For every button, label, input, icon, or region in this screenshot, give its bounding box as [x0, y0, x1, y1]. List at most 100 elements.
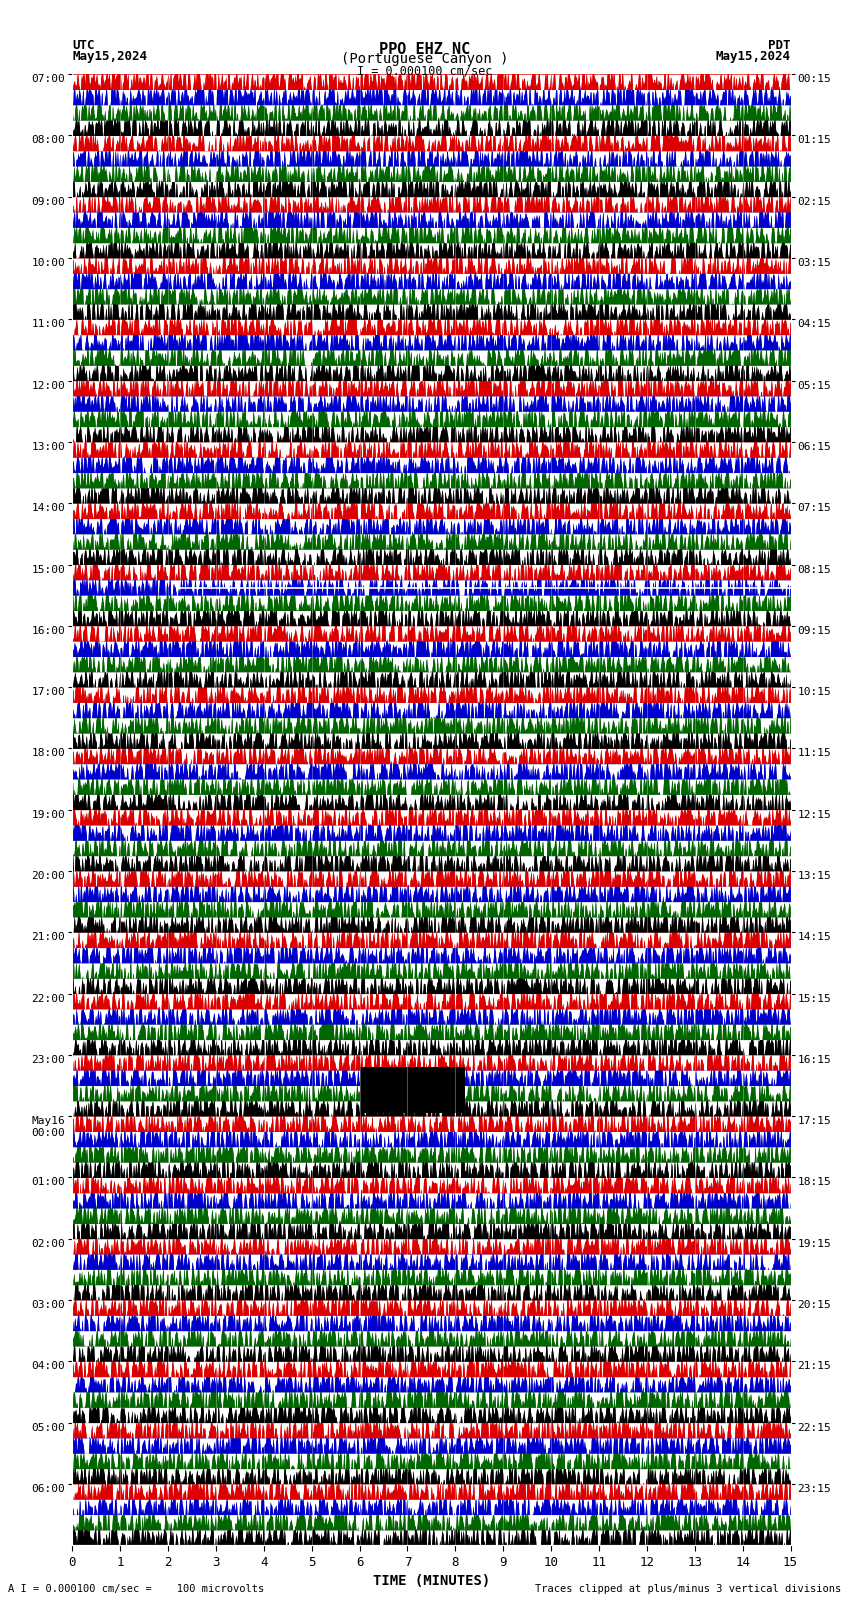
Bar: [72, 810, 791, 826]
Bar: [72, 1331, 791, 1345]
Bar: [72, 703, 791, 718]
Bar: [72, 503, 791, 519]
Bar: [72, 534, 791, 548]
Bar: [72, 258, 791, 273]
Bar: [72, 350, 791, 366]
Bar: [72, 994, 791, 1010]
Bar: [72, 826, 791, 840]
Bar: [72, 90, 791, 105]
Bar: [72, 1177, 791, 1194]
Bar: [72, 1194, 791, 1208]
Bar: [72, 1040, 791, 1055]
Bar: [72, 626, 791, 642]
Bar: [72, 1392, 791, 1407]
Bar: [72, 642, 791, 656]
Bar: [72, 242, 791, 258]
Bar: [360, 1068, 465, 1113]
Bar: [72, 197, 791, 213]
Bar: [72, 289, 791, 305]
Bar: [72, 519, 791, 534]
Bar: [72, 1423, 791, 1439]
Bar: [72, 611, 791, 626]
Bar: [72, 673, 791, 687]
Bar: [72, 857, 791, 871]
Text: (Portuguese Canyon ): (Portuguese Canyon ): [341, 52, 509, 66]
Bar: [72, 1361, 791, 1378]
Bar: [72, 105, 791, 121]
Bar: [72, 840, 791, 855]
Bar: [72, 656, 791, 673]
Text: May15,2024: May15,2024: [72, 50, 147, 63]
Bar: [72, 565, 791, 579]
Text: PDT: PDT: [768, 39, 790, 52]
Bar: [72, 381, 791, 395]
Bar: [72, 795, 791, 810]
Bar: [72, 871, 791, 887]
Bar: [72, 948, 791, 963]
Bar: [72, 1269, 791, 1284]
Bar: [72, 718, 791, 732]
Bar: [72, 779, 791, 795]
Bar: [72, 427, 791, 442]
Bar: [72, 1515, 791, 1529]
Bar: [72, 548, 791, 565]
Bar: [72, 1500, 791, 1515]
Bar: [72, 1010, 791, 1024]
Bar: [72, 902, 791, 916]
Bar: [72, 487, 791, 503]
Bar: [72, 411, 791, 427]
Bar: [72, 732, 791, 748]
Bar: [72, 473, 791, 487]
Bar: [72, 765, 791, 779]
Bar: [72, 442, 791, 458]
Bar: [72, 1300, 791, 1316]
Bar: [72, 366, 791, 381]
Bar: [72, 1468, 791, 1484]
Bar: [72, 336, 791, 350]
Bar: [72, 748, 791, 765]
Bar: [72, 458, 791, 473]
Bar: [72, 977, 791, 994]
Bar: [72, 305, 791, 319]
Text: I = 0.000100 cm/sec: I = 0.000100 cm/sec: [357, 65, 493, 77]
Bar: [72, 918, 791, 932]
X-axis label: TIME (MINUTES): TIME (MINUTES): [373, 1574, 490, 1589]
Bar: [72, 182, 791, 197]
Text: PPO EHZ NC: PPO EHZ NC: [379, 42, 471, 56]
Bar: [72, 687, 791, 703]
Bar: [72, 1024, 791, 1040]
Bar: [72, 595, 791, 611]
Bar: [72, 1255, 791, 1269]
Text: Traces clipped at plus/minus 3 vertical divisions: Traces clipped at plus/minus 3 vertical …: [536, 1584, 842, 1594]
Bar: [72, 166, 791, 181]
Bar: [72, 152, 791, 166]
Bar: [72, 1223, 791, 1239]
Text: UTC: UTC: [72, 39, 94, 52]
Text: A I = 0.000100 cm/sec =    100 microvolts: A I = 0.000100 cm/sec = 100 microvolts: [8, 1584, 264, 1594]
Bar: [72, 319, 791, 336]
Bar: [72, 1239, 791, 1255]
Bar: [72, 1132, 791, 1147]
Bar: [72, 1439, 791, 1453]
Bar: [72, 1378, 791, 1392]
Bar: [72, 1316, 791, 1331]
Bar: [72, 932, 791, 948]
Bar: [72, 1102, 791, 1116]
Bar: [72, 1086, 791, 1102]
Bar: [72, 1071, 791, 1086]
Bar: [72, 1161, 791, 1177]
Bar: [72, 273, 791, 289]
Bar: [72, 1529, 791, 1545]
Bar: [72, 963, 791, 977]
Bar: [72, 1284, 791, 1300]
Bar: [72, 1116, 791, 1132]
Bar: [72, 227, 791, 242]
Bar: [72, 1484, 791, 1500]
Text: May15,2024: May15,2024: [716, 50, 790, 63]
Bar: [72, 135, 791, 152]
Bar: [72, 213, 791, 227]
Bar: [72, 397, 791, 411]
Bar: [72, 1453, 791, 1468]
Bar: [72, 1055, 791, 1071]
Bar: [72, 581, 791, 595]
